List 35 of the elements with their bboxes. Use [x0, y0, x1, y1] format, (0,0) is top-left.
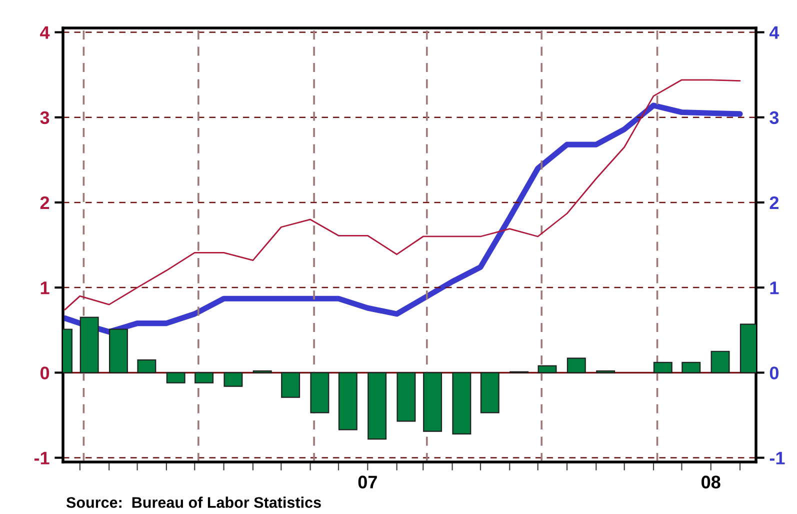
bar	[80, 316, 99, 374]
bar	[538, 365, 557, 374]
y2-tick-label: -1	[770, 452, 785, 464]
bar	[194, 372, 214, 384]
bar	[338, 372, 358, 430]
bar	[653, 362, 672, 374]
line-series	[64, 79, 741, 310]
y2-tick-label: 3	[770, 111, 779, 124]
y-tick-label: 0	[40, 366, 50, 380]
bar	[224, 372, 243, 387]
y-tick-label: 4	[40, 26, 50, 39]
bar	[710, 350, 730, 374]
bar	[108, 328, 128, 374]
bar	[166, 372, 186, 384]
bar	[480, 372, 500, 414]
bar	[423, 372, 442, 432]
x-tick-label: 07	[358, 476, 377, 488]
y2-tick-label: 0	[770, 366, 778, 380]
bar	[310, 372, 330, 414]
y-tick-label: 3	[40, 111, 50, 124]
y-tick-label: 2	[40, 196, 50, 209]
bar	[452, 372, 472, 434]
source-note: Source: Bureau of Labor Statistics	[66, 496, 321, 508]
y2-tick-label: 2	[770, 196, 779, 209]
y-tick-label: 1	[40, 282, 50, 294]
bar	[682, 362, 701, 374]
bar	[281, 372, 300, 398]
bar	[566, 358, 586, 374]
bar	[137, 359, 156, 374]
y2-tick-label: 1	[770, 282, 779, 294]
bar	[396, 372, 416, 422]
bar	[368, 372, 387, 440]
y-tick-label: -1	[34, 452, 50, 464]
y2-tick-label: 4	[769, 26, 780, 39]
x-tick-label: 08	[702, 476, 720, 488]
